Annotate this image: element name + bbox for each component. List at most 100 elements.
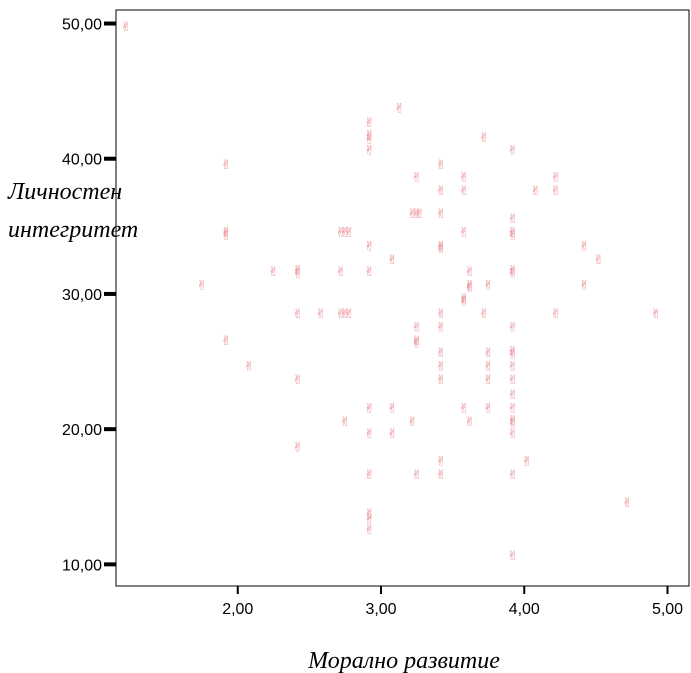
- data-point: ✌: [436, 346, 447, 361]
- data-point: ✌: [414, 207, 425, 222]
- data-point: ✌: [507, 373, 518, 388]
- data-point: ✌: [436, 184, 447, 199]
- data-point: ✌: [340, 226, 351, 241]
- data-point: ✌: [335, 265, 346, 280]
- data-point: ✌: [507, 345, 518, 360]
- data-point: ✌: [464, 278, 475, 293]
- data-point: ✌: [436, 239, 447, 254]
- y-axis-title-line1: Личностен: [7, 179, 122, 205]
- data-point: ✌: [292, 373, 303, 388]
- data-point: ✌: [436, 360, 447, 375]
- data-point: ✌: [507, 360, 518, 375]
- data-point: ✌: [364, 427, 375, 442]
- y-tick-label: 50,00: [62, 17, 102, 34]
- data-point: ✌: [221, 334, 232, 349]
- data-point: ✌: [436, 454, 447, 469]
- data-point: ✌: [292, 441, 303, 456]
- data-point: ✌: [344, 226, 355, 241]
- data-point: ✌: [292, 307, 303, 322]
- data-point: ✌: [315, 307, 326, 322]
- data-point: ✌: [364, 402, 375, 417]
- data-point: ✌: [411, 468, 422, 483]
- data-point: ✌: [344, 307, 355, 322]
- data-point: ✌: [464, 281, 475, 296]
- data-point: ✌: [340, 307, 351, 322]
- data-point: ✌: [507, 212, 518, 227]
- data-point: ✌: [364, 512, 375, 527]
- data-point: ✌: [593, 253, 604, 268]
- data-point: ✌: [364, 523, 375, 538]
- data-point: ✌: [335, 307, 346, 322]
- data-point: ✌: [507, 264, 518, 279]
- data-point: ✌: [507, 402, 518, 417]
- data-point: ✌: [364, 128, 375, 143]
- data-point: ✌: [364, 132, 375, 147]
- data-point: ✌: [483, 373, 494, 388]
- data-point: ✌: [411, 334, 422, 349]
- data-point: ✌: [364, 239, 375, 254]
- data-point: ✌: [407, 207, 418, 222]
- x-axis-ticks: 2,00 3,00 4,00 5,00: [222, 586, 683, 618]
- data-point: ✌: [364, 265, 375, 280]
- data-point: ✌: [483, 402, 494, 417]
- data-point: ✌: [507, 388, 518, 403]
- data-point: ✌: [411, 337, 422, 352]
- y-axis-title-line2: интегритет: [8, 217, 138, 243]
- data-point: ✌: [459, 226, 470, 241]
- data-point: ✌: [364, 507, 375, 522]
- data-point: ✌: [411, 170, 422, 185]
- data-point: ✌: [221, 226, 232, 241]
- data-point: ✌: [459, 170, 470, 185]
- data-point: ✌: [387, 253, 398, 268]
- y-tick-label: 40,00: [62, 152, 102, 169]
- plot-frame: [115, 9, 690, 587]
- data-point: ✌: [479, 131, 490, 146]
- data-point: ✌: [550, 307, 561, 322]
- data-point: ✌: [550, 184, 561, 199]
- x-tick-label: 3,00: [365, 601, 396, 618]
- data-point: ✌: [436, 158, 447, 173]
- data-point: ✌: [507, 468, 518, 483]
- data-point: ✌: [459, 292, 470, 307]
- data-point: ✌: [436, 468, 447, 483]
- data-points: ✌✌✌✌✌✌✌✌ ✌✌✌✌✌✌✌✌✌✌✌✌✌✌✌✌✌✌✌✌✌✌✌✌✌✌✌✌✌✌✌✌…: [121, 20, 662, 564]
- data-point: ✌: [436, 320, 447, 335]
- data-point: ✌: [394, 101, 405, 116]
- y-axis-ticks: 10,00 20,00 30,00 40,00 50,00: [62, 17, 116, 574]
- data-point: ✌: [507, 320, 518, 335]
- data-point: ✌: [507, 427, 518, 442]
- data-point: ✌: [479, 307, 490, 322]
- data-point: ✌: [530, 184, 541, 199]
- y-tick-label: 20,00: [62, 422, 102, 439]
- data-point: ✌: [387, 427, 398, 442]
- data-point: ✌: [522, 454, 533, 469]
- data-point: ✌: [459, 402, 470, 417]
- data-point: ✌: [268, 265, 279, 280]
- data-point: ✌: [579, 239, 590, 254]
- data-point: ✌: [464, 265, 475, 280]
- x-axis-title: Морално развитие: [307, 648, 500, 673]
- data-point: ✌: [507, 414, 518, 429]
- data-point: ✌: [622, 496, 633, 511]
- data-point: ✌: [507, 266, 518, 281]
- data-point: ✌: [340, 415, 351, 430]
- data-point: ✌: [483, 360, 494, 375]
- data-point: ✌: [436, 207, 447, 222]
- data-point: ✌: [364, 143, 375, 158]
- data-point: ✌: [387, 402, 398, 417]
- y-tick-label: 10,00: [62, 557, 102, 574]
- data-point: ✌: [483, 346, 494, 361]
- data-point: ✌: [364, 116, 375, 131]
- data-point: ✌: [459, 184, 470, 199]
- data-point: ✌: [507, 416, 518, 431]
- data-point: ✌: [507, 228, 518, 243]
- y-tick-label: 30,00: [62, 287, 102, 304]
- data-point: ✌: [507, 549, 518, 564]
- data-point: ✌: [364, 468, 375, 483]
- data-point: ✌: [651, 307, 662, 322]
- data-point: ✌: [221, 228, 232, 243]
- data-point: ✌: [292, 266, 303, 281]
- x-tick-label: 2,00: [222, 601, 253, 618]
- data-point: ✌: [436, 242, 447, 257]
